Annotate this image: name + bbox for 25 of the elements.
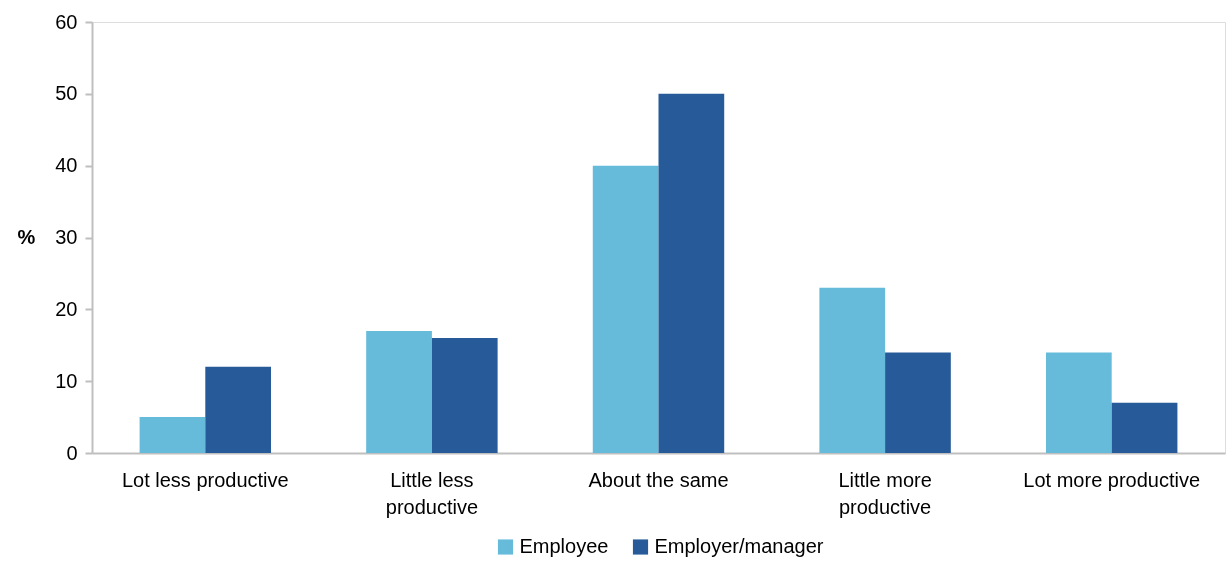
bar (366, 330, 432, 453)
bar (139, 417, 206, 453)
y-axis-title: % (17, 226, 36, 248)
x-tick-label: Lot less productive (121, 468, 289, 491)
x-tick-label: Little less productive (385, 468, 479, 518)
x-tick-label: Lot more productive (1023, 468, 1201, 491)
y-tick-label: 50 (55, 82, 78, 105)
bar (205, 366, 272, 453)
bar (658, 93, 725, 453)
x-tick-label: Little more productive (838, 468, 932, 518)
legend-label: Employer/manager (654, 535, 824, 557)
y-tick-label: 30 (55, 226, 78, 248)
x-tick-label: About the same (588, 468, 729, 491)
y-tick-label: 40 (55, 154, 78, 177)
y-tick-label: 20 (55, 297, 78, 320)
y-tick-label: 10 (55, 369, 78, 392)
bar (1111, 402, 1178, 453)
bar (1045, 352, 1112, 453)
legend-label: Employee (519, 535, 609, 557)
y-tick-label: 0 (66, 441, 78, 464)
bar (592, 165, 659, 453)
y-tick-label: 60 (55, 10, 78, 33)
bar (885, 352, 951, 453)
bar (431, 338, 498, 453)
bar (819, 287, 886, 453)
